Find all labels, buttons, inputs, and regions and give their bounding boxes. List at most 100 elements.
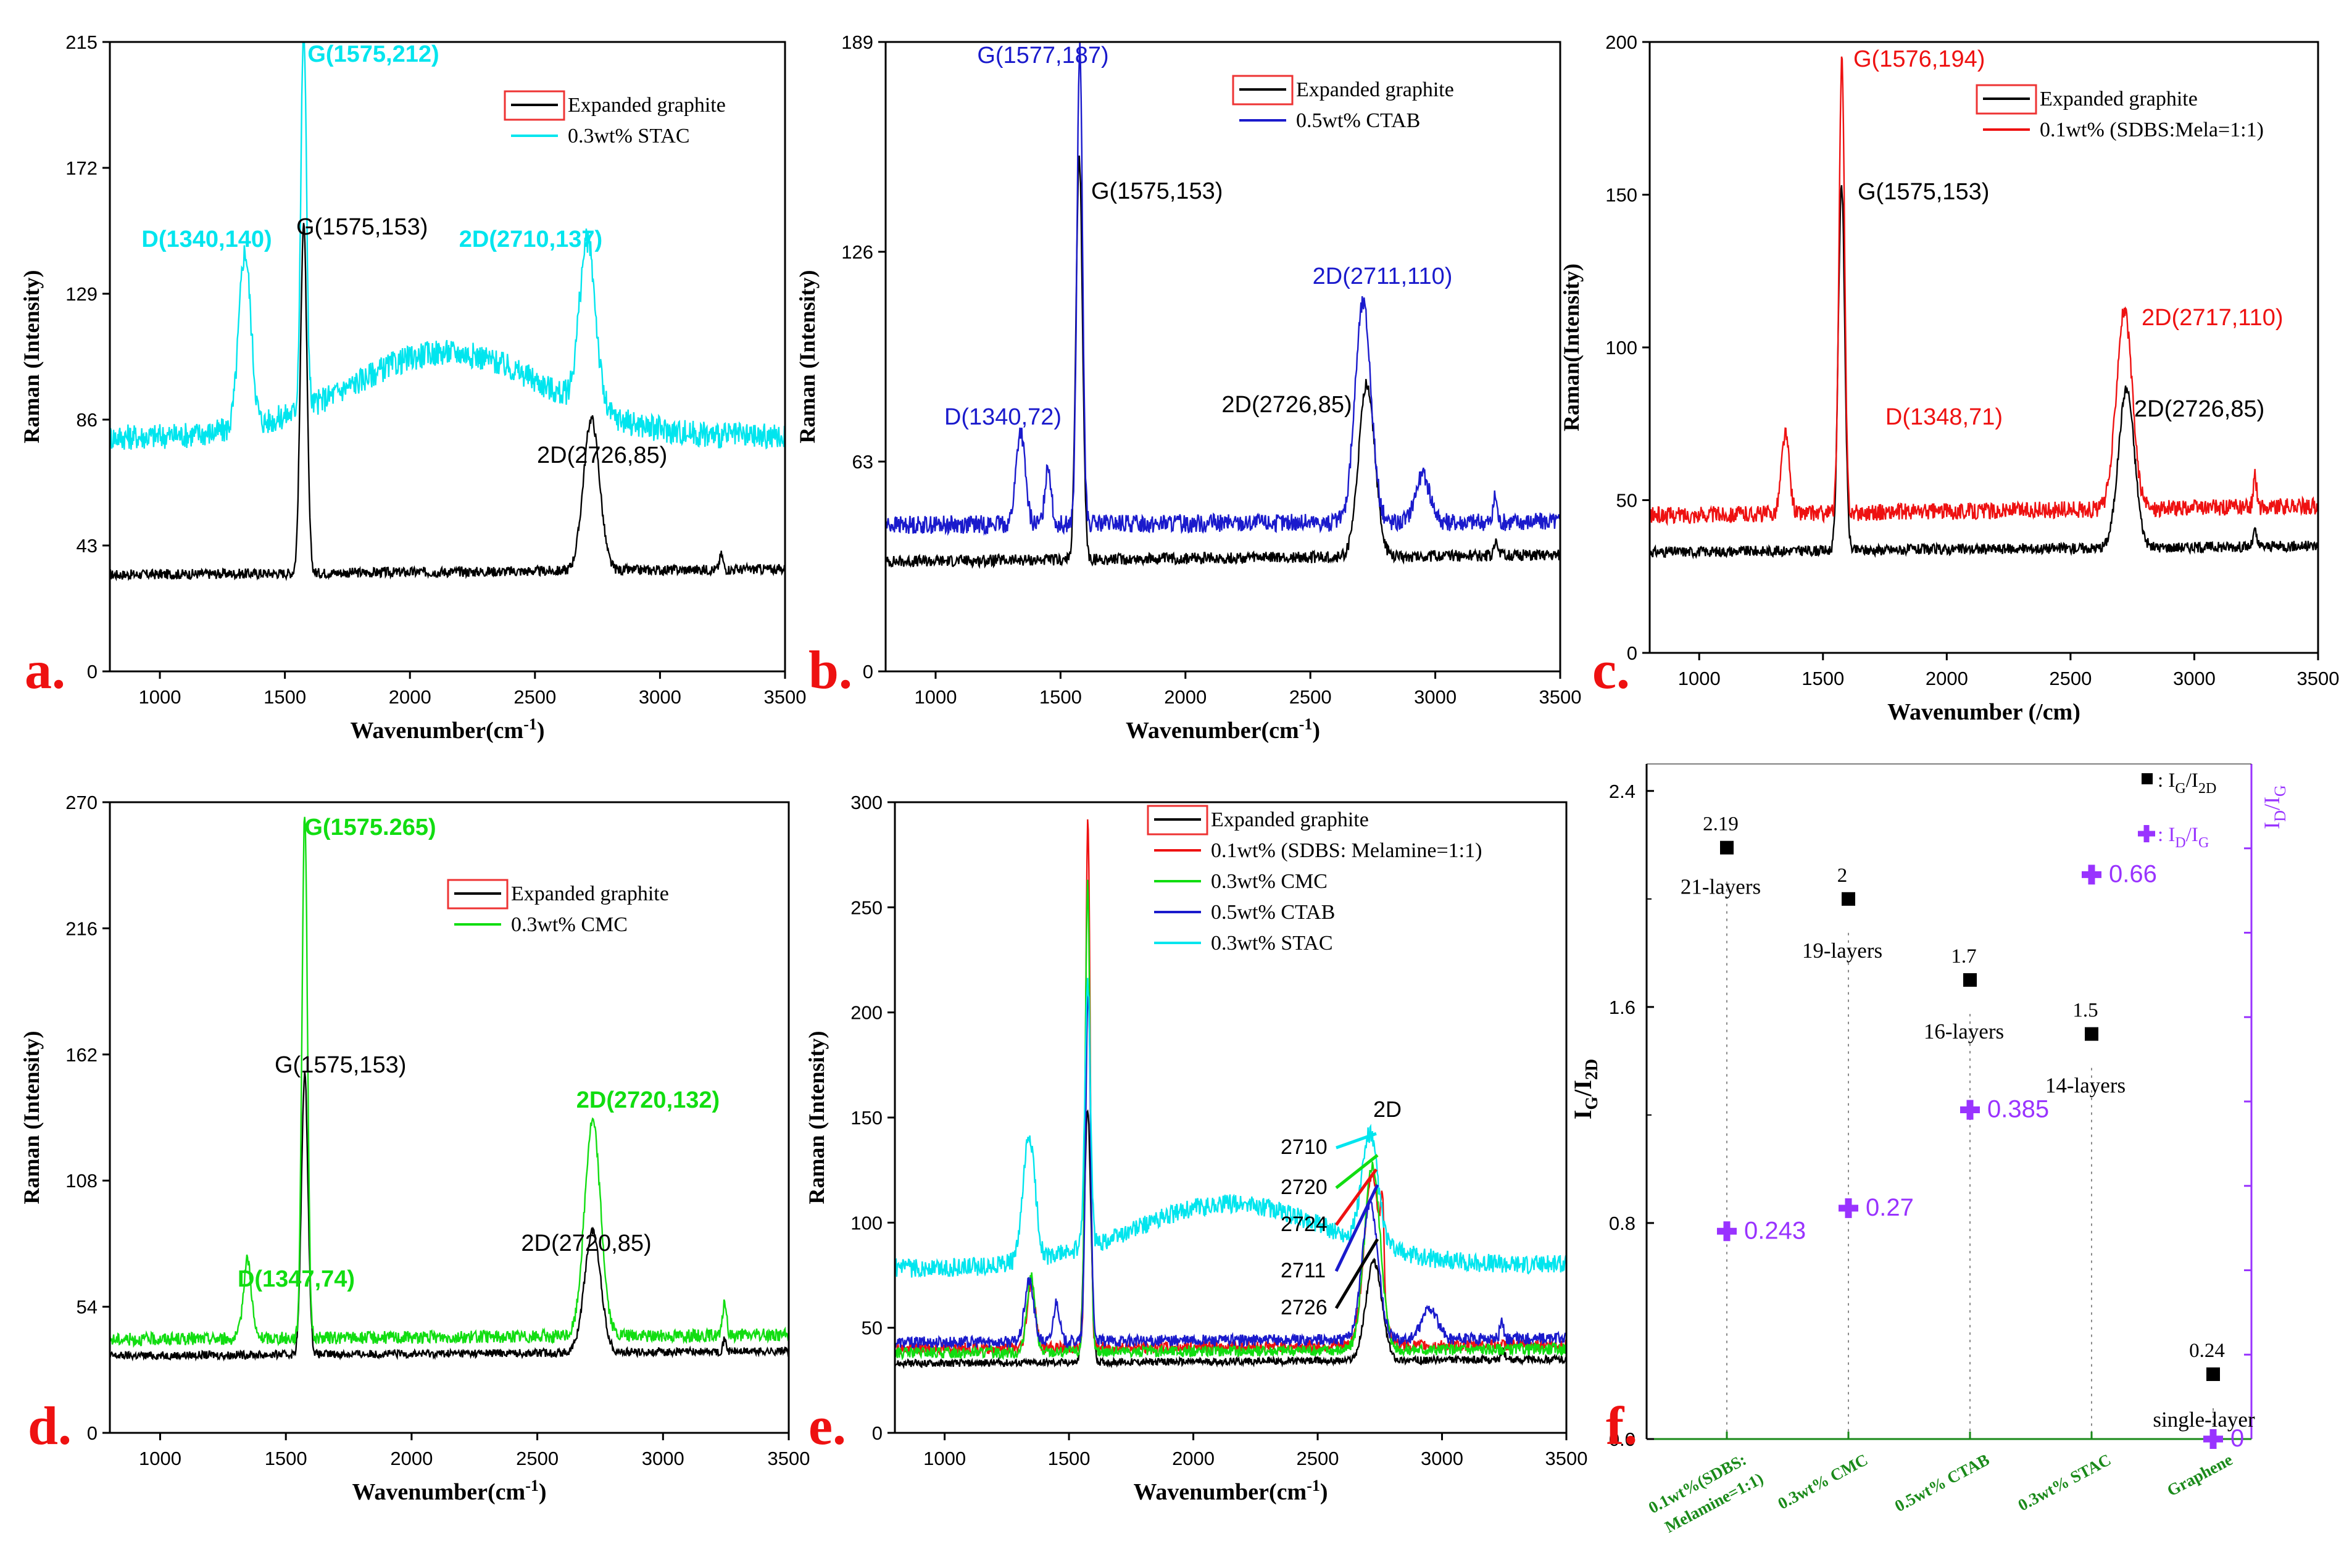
x-tick-label: 1000 <box>914 686 957 708</box>
x-tick-label: 3500 <box>764 686 807 708</box>
x-axis-label-sup: -1 <box>1307 1477 1320 1495</box>
legend-label: Expanded graphite <box>2040 88 2198 110</box>
data-label: 1.7 <box>1951 945 1976 968</box>
pointer-line <box>1334 1238 1379 1309</box>
y-axis-label-left: IG/I2D <box>1569 1059 1602 1119</box>
legend-label: Expanded graphite <box>511 882 669 905</box>
x-category-label: 0.3wt% STAC <box>2015 1450 2114 1514</box>
panel-letter: e. <box>808 1396 846 1456</box>
x-tick-label: 3500 <box>768 1448 810 1469</box>
peak-annotation: 2D(2726,85) <box>1221 392 1352 418</box>
data-label: 0.385 <box>1987 1095 2049 1122</box>
x-tick-label: 2500 <box>2049 668 2092 689</box>
y-tick-label: 215 <box>65 31 98 53</box>
series-line-1 <box>109 816 789 1348</box>
legend-label: 0.3wt% STAC <box>568 125 690 147</box>
data-point-cross <box>1960 1100 1980 1120</box>
y-axis-label-part: G <box>1582 1097 1602 1110</box>
x-tick-label: 1000 <box>1678 668 1721 689</box>
x-category-label-line: 0.3wt% STAC <box>2015 1450 2114 1514</box>
x-tick-label: 1500 <box>265 1448 307 1469</box>
peak-annotation: 2724 <box>1281 1213 1328 1236</box>
legend-label: Expanded graphite <box>568 94 726 117</box>
legend-label: 0.1wt% (SDBS: Melamine=1:1) <box>1211 839 1482 862</box>
y-tick-label: 0 <box>872 1422 883 1444</box>
pointer-line <box>1335 1154 1379 1189</box>
legend-marker <box>2142 773 2153 784</box>
y-axis-label-part: I <box>1569 1110 1597 1120</box>
legend-label-part: D <box>2175 835 2185 851</box>
y-axis-label-part: /I <box>1569 1080 1597 1097</box>
y-tick-label: 126 <box>841 241 873 263</box>
legend-box <box>1976 84 2037 115</box>
y-tick-label: 150 <box>850 1107 883 1129</box>
data-label: 0.24 <box>2189 1340 2225 1362</box>
peak-annotation: G(1575,153) <box>296 214 428 240</box>
panel-letter: b. <box>808 641 852 700</box>
y-tick-label: 0 <box>1627 642 1637 664</box>
peak-annotation: 2D(2726,85) <box>2134 396 2264 422</box>
y-tick-label: 200 <box>1605 31 1637 53</box>
y-axis-label-part: 2D <box>1582 1059 1602 1080</box>
data-label: 2 <box>1837 865 1848 887</box>
y-tick-label: 0.8 <box>1609 1213 1635 1234</box>
x-axis-label: Wavenumber(cm-1) <box>1126 715 1320 744</box>
data-point-square <box>1720 840 1734 855</box>
y-tick-label: 0 <box>87 661 98 682</box>
annotations-b: G(1577,187) G(1575,153) D(1340,72) 2D(2711,… <box>944 43 1452 430</box>
legend-label-part: G <box>2175 781 2185 797</box>
panel-letter: d. <box>28 1396 72 1456</box>
series-line-0 <box>1648 185 2319 560</box>
layer-label: single-layer <box>2153 1408 2255 1432</box>
x-axis-label-end: ) <box>539 1479 547 1505</box>
peak-annotation: 2D <box>1373 1097 1402 1122</box>
panel-c: 1000 1500 2000 2500 3000 3500 0 50 100 150 200 Wave… <box>1559 31 2339 725</box>
axis-frame <box>109 41 786 673</box>
y-tick-label: 270 <box>65 792 98 813</box>
x-tick-label: 2500 <box>1289 686 1332 708</box>
data-point-cross <box>1717 1221 1737 1242</box>
data-point-square <box>1842 892 1855 906</box>
x-tick-label: 2500 <box>516 1448 559 1469</box>
series-line-2 <box>894 879 1568 1361</box>
series-line-3 <box>894 992 1568 1350</box>
y-tick-label: 0 <box>87 1422 98 1444</box>
layer-label: 21-layers <box>1681 875 1761 899</box>
y-axis-label: Raman(Intensity) <box>1559 263 1584 431</box>
x-category-label-line: Graphene <box>2164 1450 2235 1500</box>
x-axis-label-end: ) <box>537 718 545 744</box>
peak-annotation: D(1340,72) <box>944 404 1062 430</box>
legend-label-part: 2D <box>2198 781 2216 797</box>
y-axis-label-part: D <box>2271 810 2289 822</box>
x-tick-label: 1500 <box>264 686 306 708</box>
data-label: 0.66 <box>2109 860 2157 887</box>
y-axis-label-part: /I <box>2259 797 2284 810</box>
x-axis-label: Wavenumber(cm-1) <box>350 715 544 744</box>
y-tick-label: 162 <box>65 1044 98 1066</box>
peak-annotation: 2D(2711,110) <box>1313 263 1453 289</box>
peak-annotation: 2D(2726,85) <box>537 442 667 468</box>
peak-annotation: G(1575,153) <box>275 1052 406 1078</box>
y-tick-label: 0.0 <box>1609 1429 1635 1450</box>
x-tick-label: 3000 <box>2173 668 2216 689</box>
legend-label: Expanded graphite <box>1211 808 1369 831</box>
layer-label: 14-layers <box>2045 1074 2126 1098</box>
data-point-square <box>2085 1027 2098 1041</box>
peak-annotation: G(1575,153) <box>1091 178 1223 204</box>
y-tick-label: 108 <box>65 1170 98 1192</box>
legend-label: : ID/IG <box>2158 824 2209 851</box>
x-axis-label: Wavenumber (/cm) <box>1887 699 2080 725</box>
x-axis-label-end: ) <box>1320 1479 1328 1505</box>
x-tick-label: 2000 <box>1164 686 1207 708</box>
y-tick-label: 200 <box>850 1002 883 1024</box>
legend-label-part: G <box>2198 835 2209 851</box>
peak-annotation: D(1347,74) <box>238 1266 355 1292</box>
y-axis-label: Raman (Intensity) <box>19 1031 44 1204</box>
y-tick-label: 172 <box>65 157 98 179</box>
data-label: 2.19 <box>1703 813 1739 836</box>
annotations-e: 2D 2710 2720 2724 2711 2726 <box>1281 1097 1402 1319</box>
x-axis-label: Wavenumber(cm-1) <box>352 1477 546 1505</box>
legend-label-part: : I <box>2158 769 2175 792</box>
x-category-label: 0.3wt% CMC <box>1775 1450 1871 1513</box>
panel-letter: a. <box>25 641 65 700</box>
